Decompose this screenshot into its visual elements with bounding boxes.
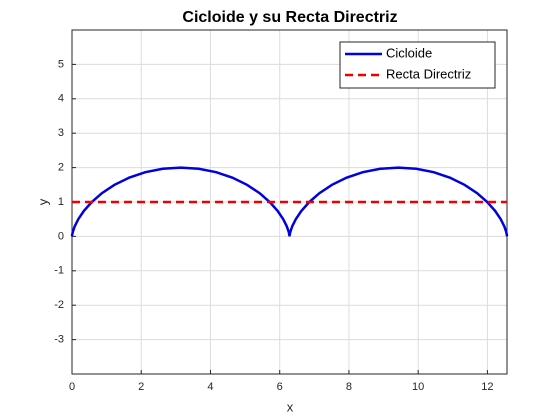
- y-tick-label: -1: [54, 265, 64, 277]
- y-tick-label: -3: [54, 334, 64, 346]
- y-tick-label: 5: [58, 58, 64, 70]
- y-tick-label: 3: [58, 127, 64, 139]
- y-axis-label: y: [35, 198, 50, 205]
- legend-label: Recta Directriz: [386, 66, 471, 81]
- data-line: [70, 166, 509, 237]
- x-tick-label: 12: [481, 381, 493, 393]
- x-tick-label: 2: [138, 381, 144, 393]
- x-tick-label: 10: [412, 381, 424, 393]
- x-axis-label: x: [287, 399, 294, 414]
- legend-box: [339, 41, 496, 89]
- y-tick-label: 1: [58, 196, 64, 208]
- x-tick-label: 8: [346, 381, 352, 393]
- x-tick-label: 4: [207, 381, 213, 393]
- x-tick-label: 0: [69, 381, 75, 393]
- legend-label: Cicloide: [386, 45, 432, 60]
- y-tick-label: 4: [58, 93, 64, 105]
- y-tick-label: -2: [54, 299, 64, 311]
- chart-title: Cicloide y su Recta Directriz: [182, 9, 397, 26]
- y-tick-label: 2: [58, 162, 64, 174]
- y-tick-label: 0: [58, 230, 64, 242]
- x-tick-label: 6: [277, 381, 283, 393]
